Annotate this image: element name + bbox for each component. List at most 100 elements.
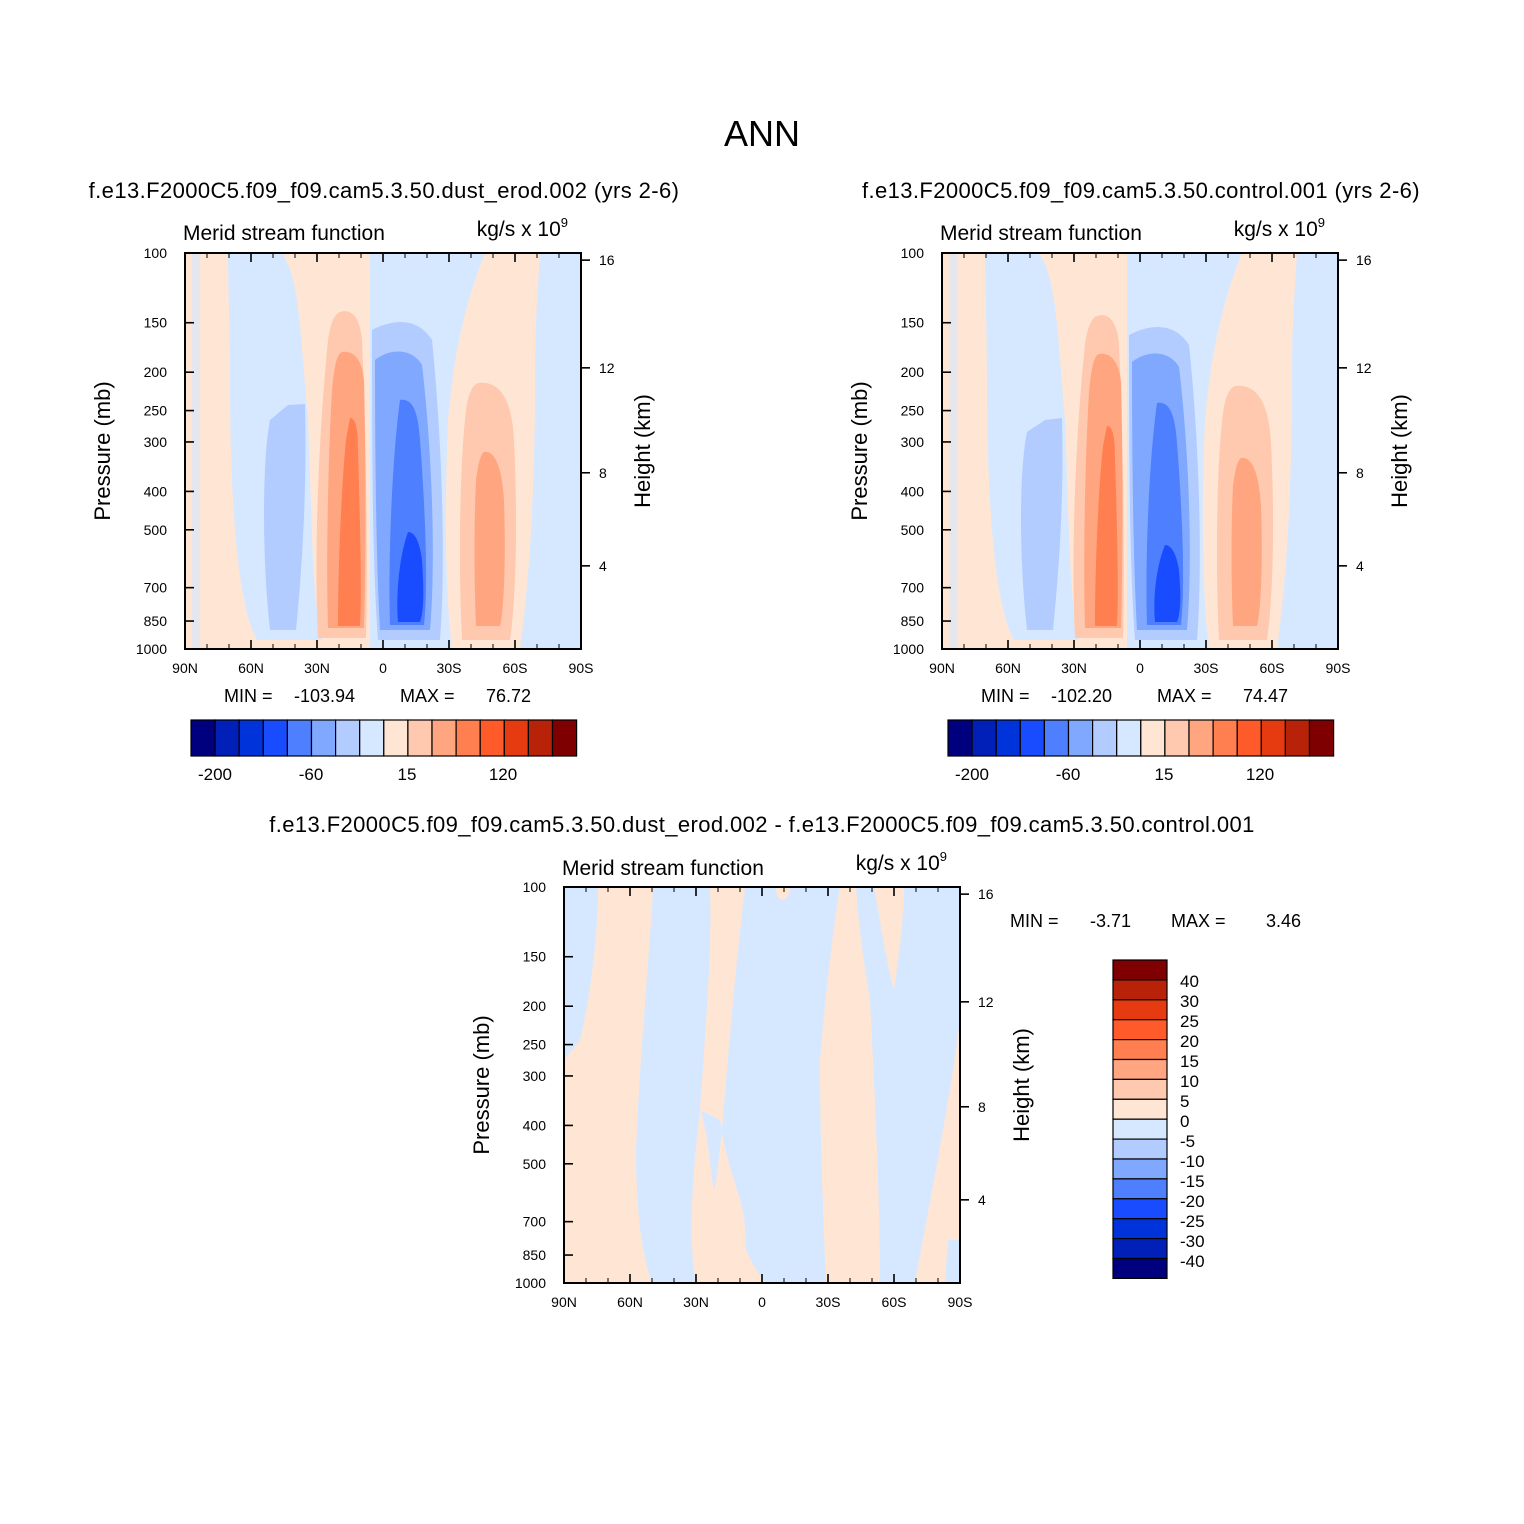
min-label: MIN =: [981, 686, 1030, 706]
colorbar-label: -200: [198, 765, 232, 784]
colorbar-swatch: [359, 719, 385, 757]
y-axis-label-right: Height (km): [1009, 1028, 1034, 1142]
x-tick-label: 30S: [437, 660, 462, 676]
y-axis-label-right: Height (km): [1387, 394, 1412, 508]
colorbar-swatch: [1236, 719, 1262, 757]
y-right-tick-label: 4: [978, 1192, 986, 1208]
colorbar-label: -60: [299, 765, 324, 784]
colorbar-label: -15: [1180, 1172, 1205, 1191]
units-label: kg/s x 109: [856, 849, 947, 875]
colorbar-label: -5: [1180, 1132, 1195, 1151]
colorbar-label: 25: [1180, 1012, 1199, 1031]
y-tick-label: 200: [144, 364, 168, 380]
colorbar-label: -25: [1180, 1212, 1205, 1231]
colorbar-label: 0: [1180, 1112, 1189, 1131]
colorbar-label: -30: [1180, 1232, 1205, 1251]
colorbar-swatch: [1112, 999, 1168, 1021]
colorbar-swatch: [1112, 1098, 1168, 1120]
x-tick-label: 0: [758, 1294, 766, 1310]
colorbar-swatch: [1067, 719, 1094, 757]
min-label: MIN =: [224, 686, 273, 706]
units-label: kg/s x 109: [477, 215, 568, 241]
colorbar-label: -20: [1180, 1192, 1205, 1211]
y-tick-label: 850: [144, 613, 168, 629]
colorbar-label: 10: [1180, 1072, 1199, 1091]
y-right-tick-label: 12: [1356, 360, 1372, 376]
max-value: 3.46: [1266, 911, 1301, 931]
y-tick-label: 100: [901, 245, 925, 261]
axes-ticks: 90N 60N 30N 0 30S 60S 90S 100 150 200 250 300 400 500…: [893, 245, 1372, 676]
colorbar-swatch: [1112, 1138, 1168, 1160]
x-tick-label: 30S: [1194, 660, 1219, 676]
colorbar-swatch: [1260, 719, 1287, 757]
y-tick-label: 300: [144, 434, 168, 450]
y-tick-label: 100: [523, 879, 547, 895]
y-tick-label: 700: [901, 580, 925, 596]
colorbar-label: -40: [1180, 1252, 1205, 1271]
colorbar-swatch: [971, 719, 997, 757]
y-tick-label: 500: [901, 522, 925, 538]
axes-ticks: 90N 60N 30N 0 30S 60S 90S 100 150 200 250 300 400 500…: [515, 879, 994, 1310]
colorbar-swatch: [214, 719, 240, 757]
colorbar-swatch: [1112, 1198, 1168, 1220]
colorbar: [947, 719, 1335, 757]
y-tick-label: 400: [901, 483, 925, 499]
colorbar-swatch: [1112, 1237, 1168, 1260]
contour-field: [942, 253, 1338, 649]
min-value: -102.20: [1051, 686, 1112, 706]
x-tick-label: 30N: [1061, 660, 1087, 676]
max-value: 74.47: [1243, 686, 1288, 706]
colorbar-label: -60: [1056, 765, 1081, 784]
panel-title: f.e13.F2000C5.f09_f09.cam5.3.50.dust_ero…: [89, 178, 680, 203]
x-tick-label: 90N: [551, 1294, 577, 1310]
y-tick-label: 100: [144, 245, 168, 261]
colorbar-swatch: [383, 719, 409, 757]
colorbar-swatch: [1019, 719, 1045, 757]
colorbar-swatch: [1188, 719, 1214, 757]
y-tick-label: 500: [523, 1156, 547, 1172]
y-tick-label: 400: [144, 483, 168, 499]
x-tick-label: 60N: [238, 660, 264, 676]
panel-dust-erod: f.e13.F2000C5.f09_f09.cam5.3.50.dust_ero…: [89, 178, 680, 784]
colorbar-swatch: [1308, 719, 1335, 757]
colorbar-label: 15: [398, 765, 417, 784]
panel-control: f.e13.F2000C5.f09_f09.cam5.3.50.control.…: [847, 178, 1420, 784]
colorbar-swatch: [310, 719, 337, 757]
y-right-tick-label: 16: [978, 886, 994, 902]
y-tick-label: 300: [523, 1068, 547, 1084]
units-label: kg/s x 109: [1234, 215, 1325, 241]
colorbar-swatch: [1112, 1038, 1168, 1061]
y-tick-label: 700: [144, 580, 168, 596]
y-right-tick-label: 8: [978, 1099, 986, 1115]
colorbar: [190, 719, 578, 757]
colorbar-swatch: [503, 719, 529, 757]
colorbar-label: 5: [1180, 1092, 1189, 1111]
min-label: MIN =: [1010, 911, 1059, 931]
y-tick-label: 1000: [515, 1275, 546, 1291]
y-axis-label: Pressure (mb): [469, 1015, 494, 1154]
figure-title: ANN: [724, 113, 800, 154]
y-tick-label: 500: [144, 522, 168, 538]
y-right-tick-label: 8: [1356, 465, 1364, 481]
min-value: -3.71: [1090, 911, 1131, 931]
colorbar-swatch: [455, 719, 481, 757]
colorbar-swatch: [1091, 719, 1118, 757]
y-tick-label: 1000: [893, 641, 924, 657]
colorbar-swatch: [995, 719, 1021, 757]
colorbar-swatch: [1112, 1058, 1168, 1080]
y-tick-label: 200: [901, 364, 925, 380]
colorbar-swatch: [1112, 979, 1168, 1001]
y-right-tick-label: 16: [599, 252, 615, 268]
y-right-tick-label: 16: [1356, 252, 1372, 268]
colorbar-swatch: [1112, 959, 1168, 981]
colorbar-swatch: [1164, 719, 1190, 757]
colorbar-swatch: [1212, 719, 1238, 757]
colorbar-swatch: [431, 719, 457, 757]
colorbar-swatch: [479, 719, 505, 757]
colorbar-label: 120: [489, 765, 517, 784]
colorbar-label: -10: [1180, 1152, 1205, 1171]
x-tick-label: 30N: [683, 1294, 709, 1310]
x-tick-label: 60S: [882, 1294, 907, 1310]
colorbar-swatch: [238, 719, 264, 757]
